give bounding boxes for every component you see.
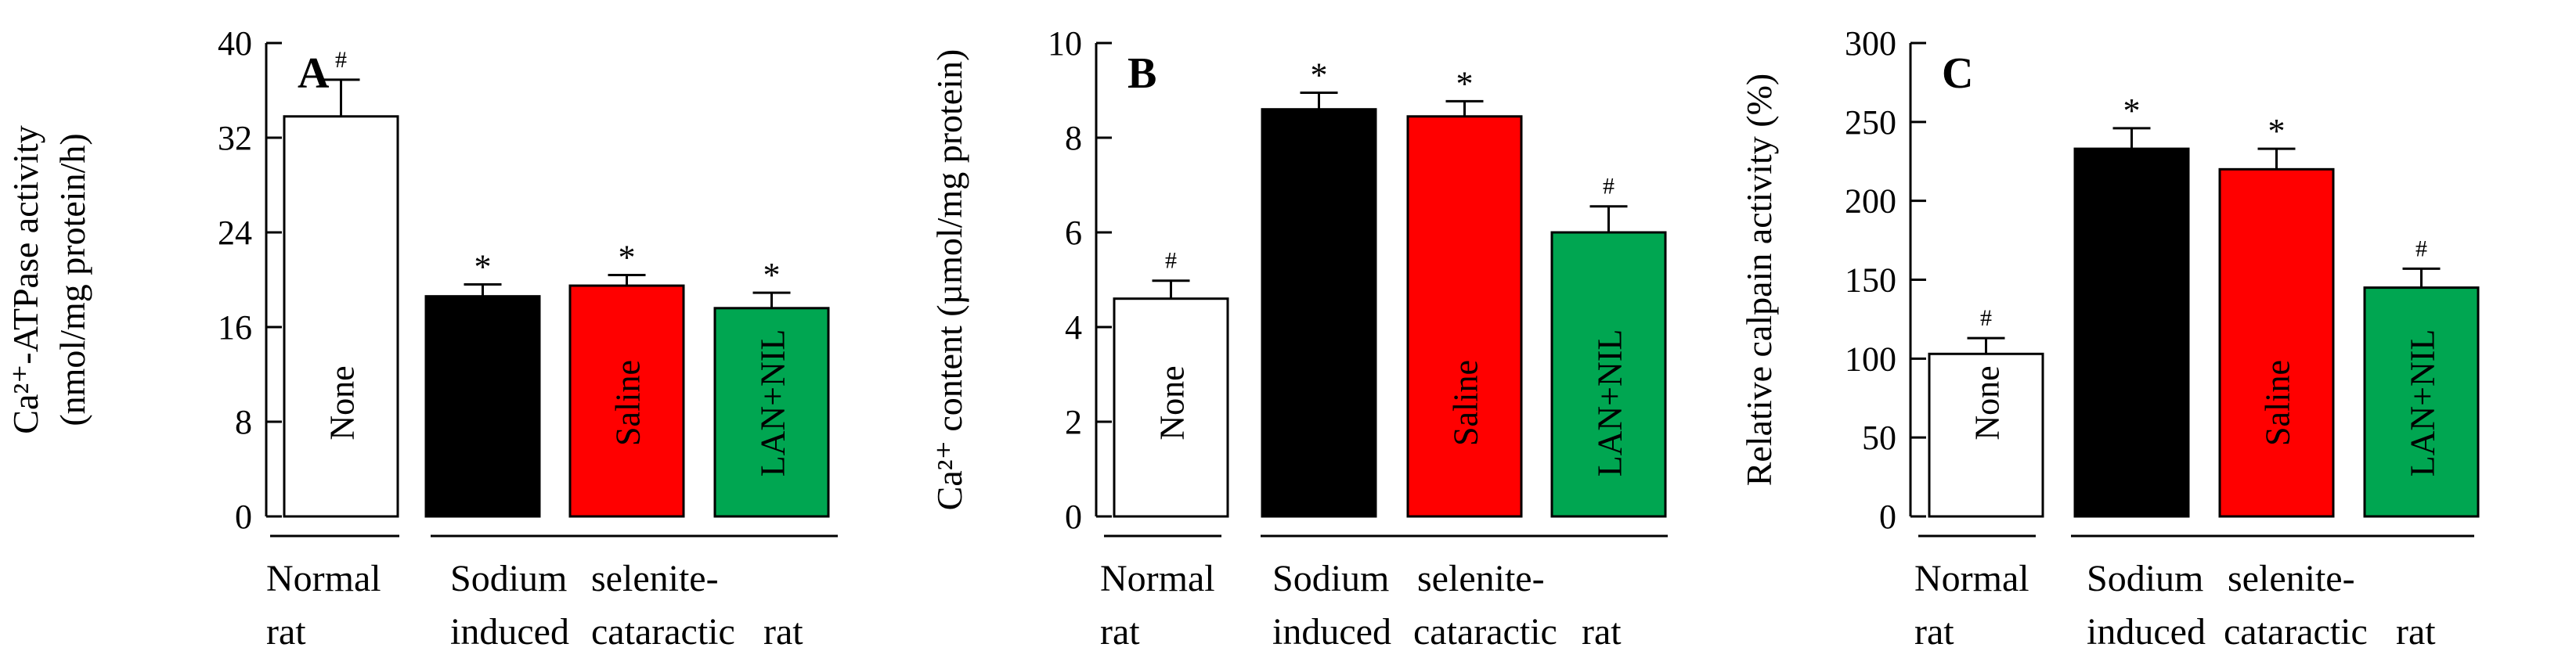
panel-label: C (1942, 49, 1973, 98)
group-label-selenite: Sodium (2087, 558, 2203, 599)
group-label-selenite: cataractic (591, 611, 735, 653)
bar-label: LAN+NIL (754, 329, 792, 477)
group-label-selenite: selenite- (591, 558, 719, 599)
group-label-normal: Normal (1100, 558, 1215, 599)
y-tick-label: 200 (1845, 182, 1896, 221)
bar-saline (1406, 115, 1523, 518)
group-label-selenite: Sodium (1272, 558, 1389, 599)
bar-none (283, 115, 399, 518)
significance-marker: # (335, 47, 347, 73)
group-label-normal: rat (1100, 611, 1140, 653)
bar-label: Non- (2095, 368, 2134, 438)
bar-label: LAN+NIL (1591, 329, 1629, 477)
group-label-selenite: induced (450, 611, 569, 653)
bar-saline (568, 284, 685, 518)
bar-label: Saline (2259, 360, 2297, 446)
bar-label: None (1968, 365, 2007, 440)
bar-non-treatment (424, 295, 541, 518)
bar-none (1928, 352, 2044, 518)
y-tick-label: 10 (1048, 24, 1082, 63)
group-label-selenite: induced (1272, 611, 1391, 653)
group-label-selenite: induced (2087, 611, 2206, 653)
y-tick-label: 16 (218, 308, 252, 347)
y-tick-label: 0 (1065, 498, 1082, 536)
significance-marker: * (1456, 64, 1474, 103)
significance-marker: # (2415, 236, 2427, 261)
panel-label: A (298, 49, 330, 98)
bar-lan-nil (713, 307, 830, 518)
bar-saline (2218, 167, 2335, 518)
y-tick-label: 8 (1065, 119, 1082, 157)
group-label-normal: Normal (266, 558, 381, 599)
y-tick-label: 24 (218, 214, 252, 252)
significance-marker: # (1165, 248, 1177, 274)
panel-b: 0 2 4 6 8 10 Ca²⁺ content (µmol/mg protein) B # N… (929, 24, 1668, 653)
bar-label: treatment (484, 338, 522, 468)
bar-label: LAN+NIL (2404, 329, 2442, 477)
group-label-selenite: rat (763, 611, 803, 653)
bar-label: treatment (2133, 338, 2171, 468)
bar-non-treatment (1261, 108, 1377, 518)
bar-non-treatment (2073, 147, 2190, 518)
group-label-normal: rat (266, 611, 306, 653)
group-label-normal: Normal (1914, 558, 2029, 599)
bar-lan-nil (2363, 286, 2480, 518)
bar-lan-nil (1550, 231, 1667, 518)
bar-label: Saline (609, 360, 648, 446)
y-axis-title: Ca²⁺ content (µmol/mg protein) (929, 49, 969, 511)
bar-label: None (1153, 365, 1192, 440)
group-label-selenite: selenite- (1417, 558, 1545, 599)
y-tick-label: 40 (218, 24, 252, 63)
significance-marker: * (1311, 56, 1328, 95)
group-label-selenite: selenite- (2228, 558, 2355, 599)
y-tick-label: 0 (235, 498, 252, 536)
significance-marker: * (763, 256, 781, 294)
y-tick-label: 300 (1845, 24, 1896, 63)
panel-c: 0 50 100 150 200 250 300 Relative calpain activ… (1739, 24, 2480, 653)
y-axis-title: Relative calpain activity (%) (1739, 74, 1779, 487)
group-label-selenite: rat (1582, 611, 1622, 653)
significance-marker: * (619, 238, 636, 276)
y-tick-label: 6 (1065, 214, 1082, 252)
y-tick-label: 50 (1862, 419, 1896, 457)
significance-marker: * (2268, 112, 2286, 150)
group-label-selenite: cataractic (1413, 611, 1557, 653)
y-tick-label: 250 (1845, 103, 1896, 142)
y-tick-label: 32 (218, 119, 252, 157)
y-tick-label: 4 (1065, 308, 1082, 347)
y-tick-label: 2 (1065, 403, 1082, 441)
significance-marker: * (2123, 92, 2141, 130)
y-tick-label: 8 (235, 403, 252, 441)
y-tick-label: 100 (1845, 340, 1896, 378)
y-axis-title: Ca²⁺-ATPase activity (5, 125, 45, 433)
group-label-selenite: cataractic (2224, 611, 2368, 653)
group-label-normal: rat (1914, 611, 1954, 653)
bar-label: None (323, 365, 362, 440)
group-label-selenite: Sodium (450, 558, 567, 599)
bar-label: Saline (1447, 360, 1485, 446)
group-label-selenite: rat (2396, 611, 2436, 653)
significance-marker: # (1980, 305, 1992, 331)
significance-marker: * (474, 248, 492, 286)
bar-label: treatment (1320, 338, 1358, 468)
panel-a: 0 8 16 24 32 40 Ca²⁺-ATPase activity (nmol/mg p… (5, 24, 838, 653)
y-tick-label: 0 (1879, 498, 1896, 536)
y-axis-title: (nmol/mg protein/h) (52, 133, 92, 426)
significance-marker: # (1603, 174, 1615, 200)
panel-label: B (1127, 49, 1156, 98)
y-tick-label: 150 (1845, 261, 1896, 300)
bar-label: Non- (1283, 368, 1321, 438)
bar-label: Non- (446, 368, 485, 438)
